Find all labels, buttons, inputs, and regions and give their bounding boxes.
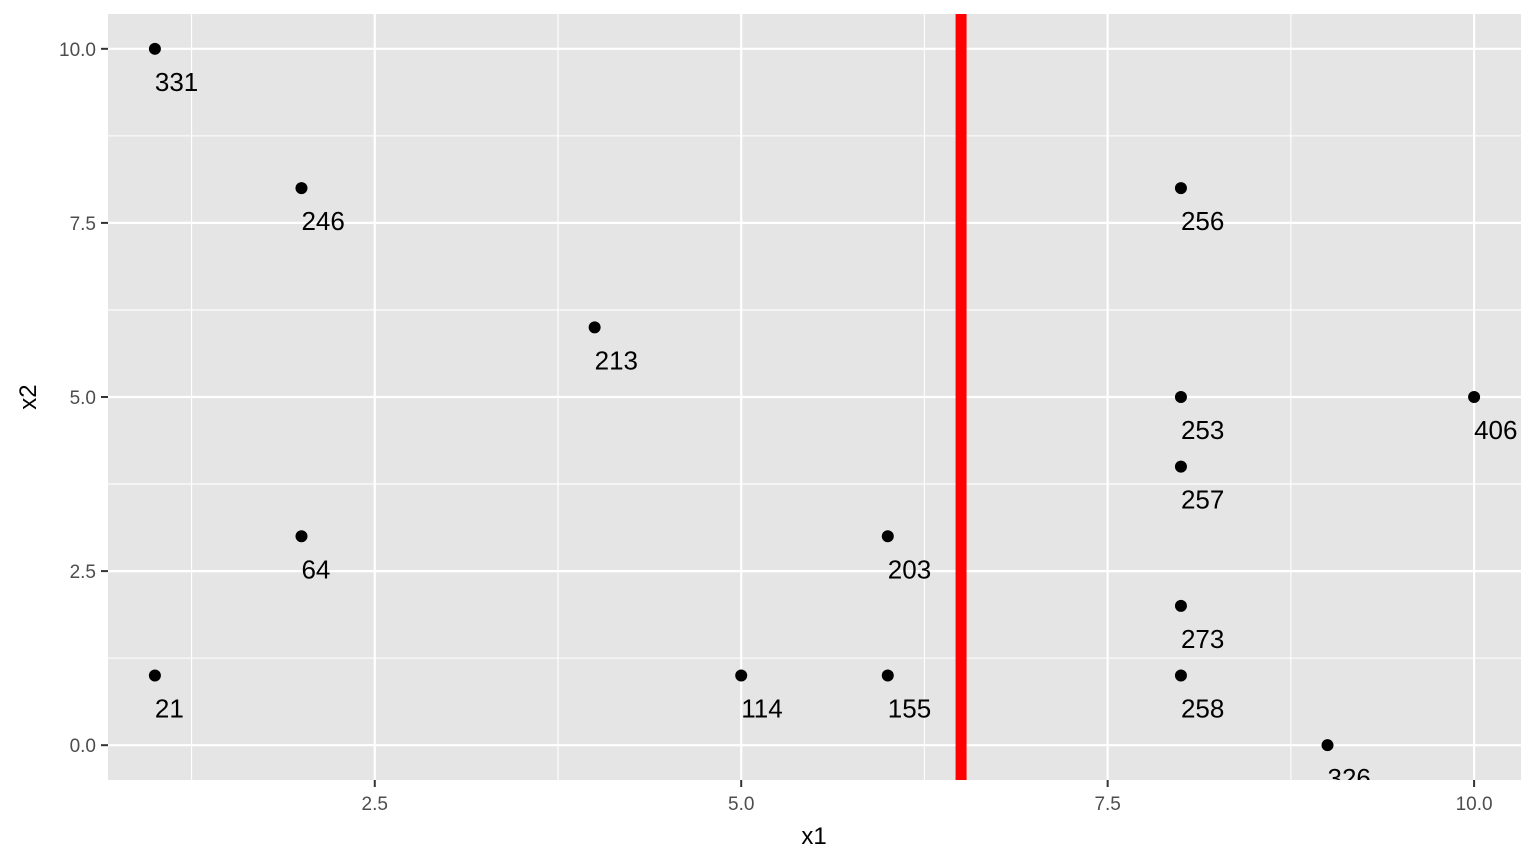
point-label: 326	[1328, 763, 1371, 793]
data-point	[881, 530, 894, 543]
data-point	[148, 42, 161, 55]
data-point	[588, 321, 601, 334]
point-label: 273	[1181, 624, 1224, 654]
x-axis-title: x1	[801, 823, 826, 850]
data-point	[1468, 391, 1481, 403]
point-label: 253	[1181, 415, 1224, 445]
y-axis-title: x2	[15, 384, 42, 409]
x-tick-label: 7.5	[1094, 794, 1120, 815]
point-label: 246	[301, 206, 344, 236]
point-label: 21	[155, 694, 184, 724]
data-point	[1174, 182, 1187, 195]
x-tick-label: 5.0	[728, 794, 754, 815]
y-tick-label: 10.0	[59, 40, 96, 61]
point-label: 257	[1181, 485, 1224, 515]
point-label: 64	[301, 554, 330, 584]
point-label: 114	[741, 694, 782, 724]
data-point	[1174, 669, 1187, 682]
data-point	[295, 530, 308, 543]
data-point	[1174, 460, 1187, 473]
major-gridlines	[108, 14, 1521, 780]
y-axis: 0.0 2.5 5.0 7.5 10.0	[59, 40, 108, 757]
data-point	[735, 669, 748, 682]
point-label: 258	[1181, 694, 1224, 724]
point-label: 203	[888, 554, 931, 584]
point-labels-layer: 331 246 256 213 253 406 257 64 203 273 21 114 155 258…	[155, 67, 1518, 793]
data-point	[148, 669, 161, 682]
data-point	[1174, 599, 1187, 612]
y-tick-label: 0.0	[70, 736, 96, 757]
x-axis: 2.5 5.0 7.5 10.0	[362, 780, 1493, 815]
y-tick-label: 2.5	[70, 562, 96, 583]
x-tick-label: 2.5	[362, 794, 388, 815]
points-layer	[148, 42, 1481, 752]
point-label: 256	[1181, 206, 1224, 236]
y-tick-label: 7.5	[70, 214, 96, 235]
x-tick-label: 10.0	[1456, 794, 1493, 815]
data-point	[1321, 739, 1334, 752]
data-point	[295, 182, 308, 195]
point-label: 213	[595, 345, 638, 375]
data-point	[1174, 391, 1187, 403]
point-label: 331	[155, 67, 198, 97]
y-tick-label: 5.0	[70, 388, 96, 409]
point-label: 155	[888, 694, 931, 724]
data-point	[881, 669, 894, 682]
point-label: 406	[1474, 415, 1517, 445]
